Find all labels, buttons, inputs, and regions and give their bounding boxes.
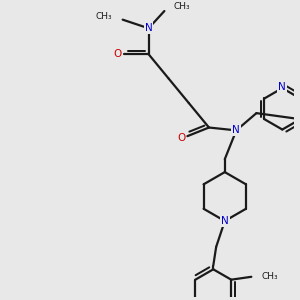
Text: N: N xyxy=(221,216,229,226)
Text: N: N xyxy=(145,23,152,33)
Text: O: O xyxy=(114,49,122,59)
Text: CH₃: CH₃ xyxy=(174,2,190,11)
Text: N: N xyxy=(232,125,240,135)
Text: N: N xyxy=(278,82,286,92)
Text: O: O xyxy=(177,134,185,143)
Text: CH₃: CH₃ xyxy=(96,12,112,21)
Text: CH₃: CH₃ xyxy=(261,272,278,281)
